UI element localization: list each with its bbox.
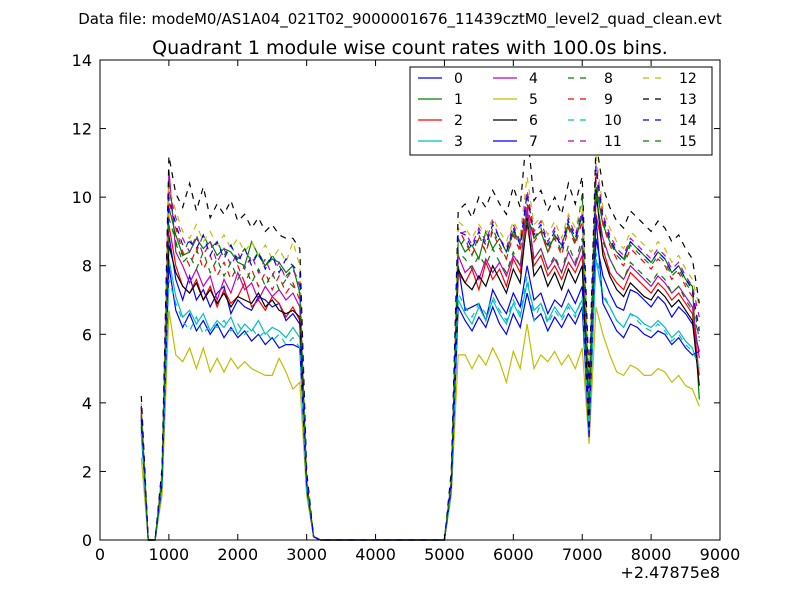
x-tick-label: 8000 [631,545,672,564]
legend-label-10: 10 [604,113,622,129]
series-layer [140,128,700,541]
chart-title: Quadrant 1 module wise count rates with … [152,37,668,59]
legend-label-13: 13 [679,92,697,108]
series-line-15 [140,193,700,541]
y-tick-label: 4 [82,394,92,413]
series-line-6 [140,190,700,541]
x-tick-label: 9000 [700,545,741,564]
legend-label-1: 1 [454,92,463,108]
legend-label-8: 8 [604,71,613,87]
legend-label-14: 14 [679,113,697,129]
y-tick-label: 6 [82,325,92,344]
series-line-9 [140,173,700,541]
y-tick-label: 12 [72,120,92,139]
series-line-3 [140,258,700,541]
legend-label-3: 3 [454,134,463,150]
legend-label-6: 6 [529,113,538,129]
series-line-5 [140,306,700,541]
series-line-14 [140,166,700,541]
x-tick-label: 6000 [493,545,534,564]
y-tick-label: 8 [82,257,92,276]
x-tick-label: 1000 [149,545,190,564]
x-tick-label: 3000 [286,545,327,564]
legend-label-2: 2 [454,113,463,129]
legend-label-9: 9 [604,92,613,108]
y-tick-label: 2 [82,462,92,481]
y-tick-label: 14 [72,51,92,70]
legend-label-12: 12 [679,71,697,87]
legend-label-4: 4 [529,71,538,87]
series-line-4 [140,169,700,541]
x-tick-label: 0 [95,545,105,564]
series-line-12 [140,155,700,541]
x-axis: 0 1000 2000 3000 4000 5000 6000 7000 8000 9000 [95,60,740,564]
y-tick-label: 0 [82,531,92,550]
legend-label-5: 5 [529,92,538,108]
x-offset-label: +2.47875e8 [620,563,720,582]
legend-frame [409,66,713,156]
series-line-2 [140,214,700,541]
x-tick-label: 2000 [217,545,258,564]
series-line-8 [140,179,700,541]
series-line-13 [140,128,700,541]
x-tick-label: 7000 [562,545,603,564]
legend-label-11: 11 [604,134,622,150]
legend-label-0: 0 [454,71,463,87]
x-tick-label: 4000 [355,545,396,564]
legend-label-7: 7 [529,134,538,150]
y-tick-label: 10 [72,188,92,207]
series-line-7 [140,217,700,541]
x-tick-label: 5000 [424,545,465,564]
axes-frame [99,59,721,541]
legend-label-15: 15 [679,134,697,150]
figure-suptitle: Data file: modeM0/AS1A04_021T02_90000016… [78,10,722,29]
plot-area: 0 1000 2000 3000 4000 5000 6000 7000 8000 9000 0 2… [72,51,741,582]
